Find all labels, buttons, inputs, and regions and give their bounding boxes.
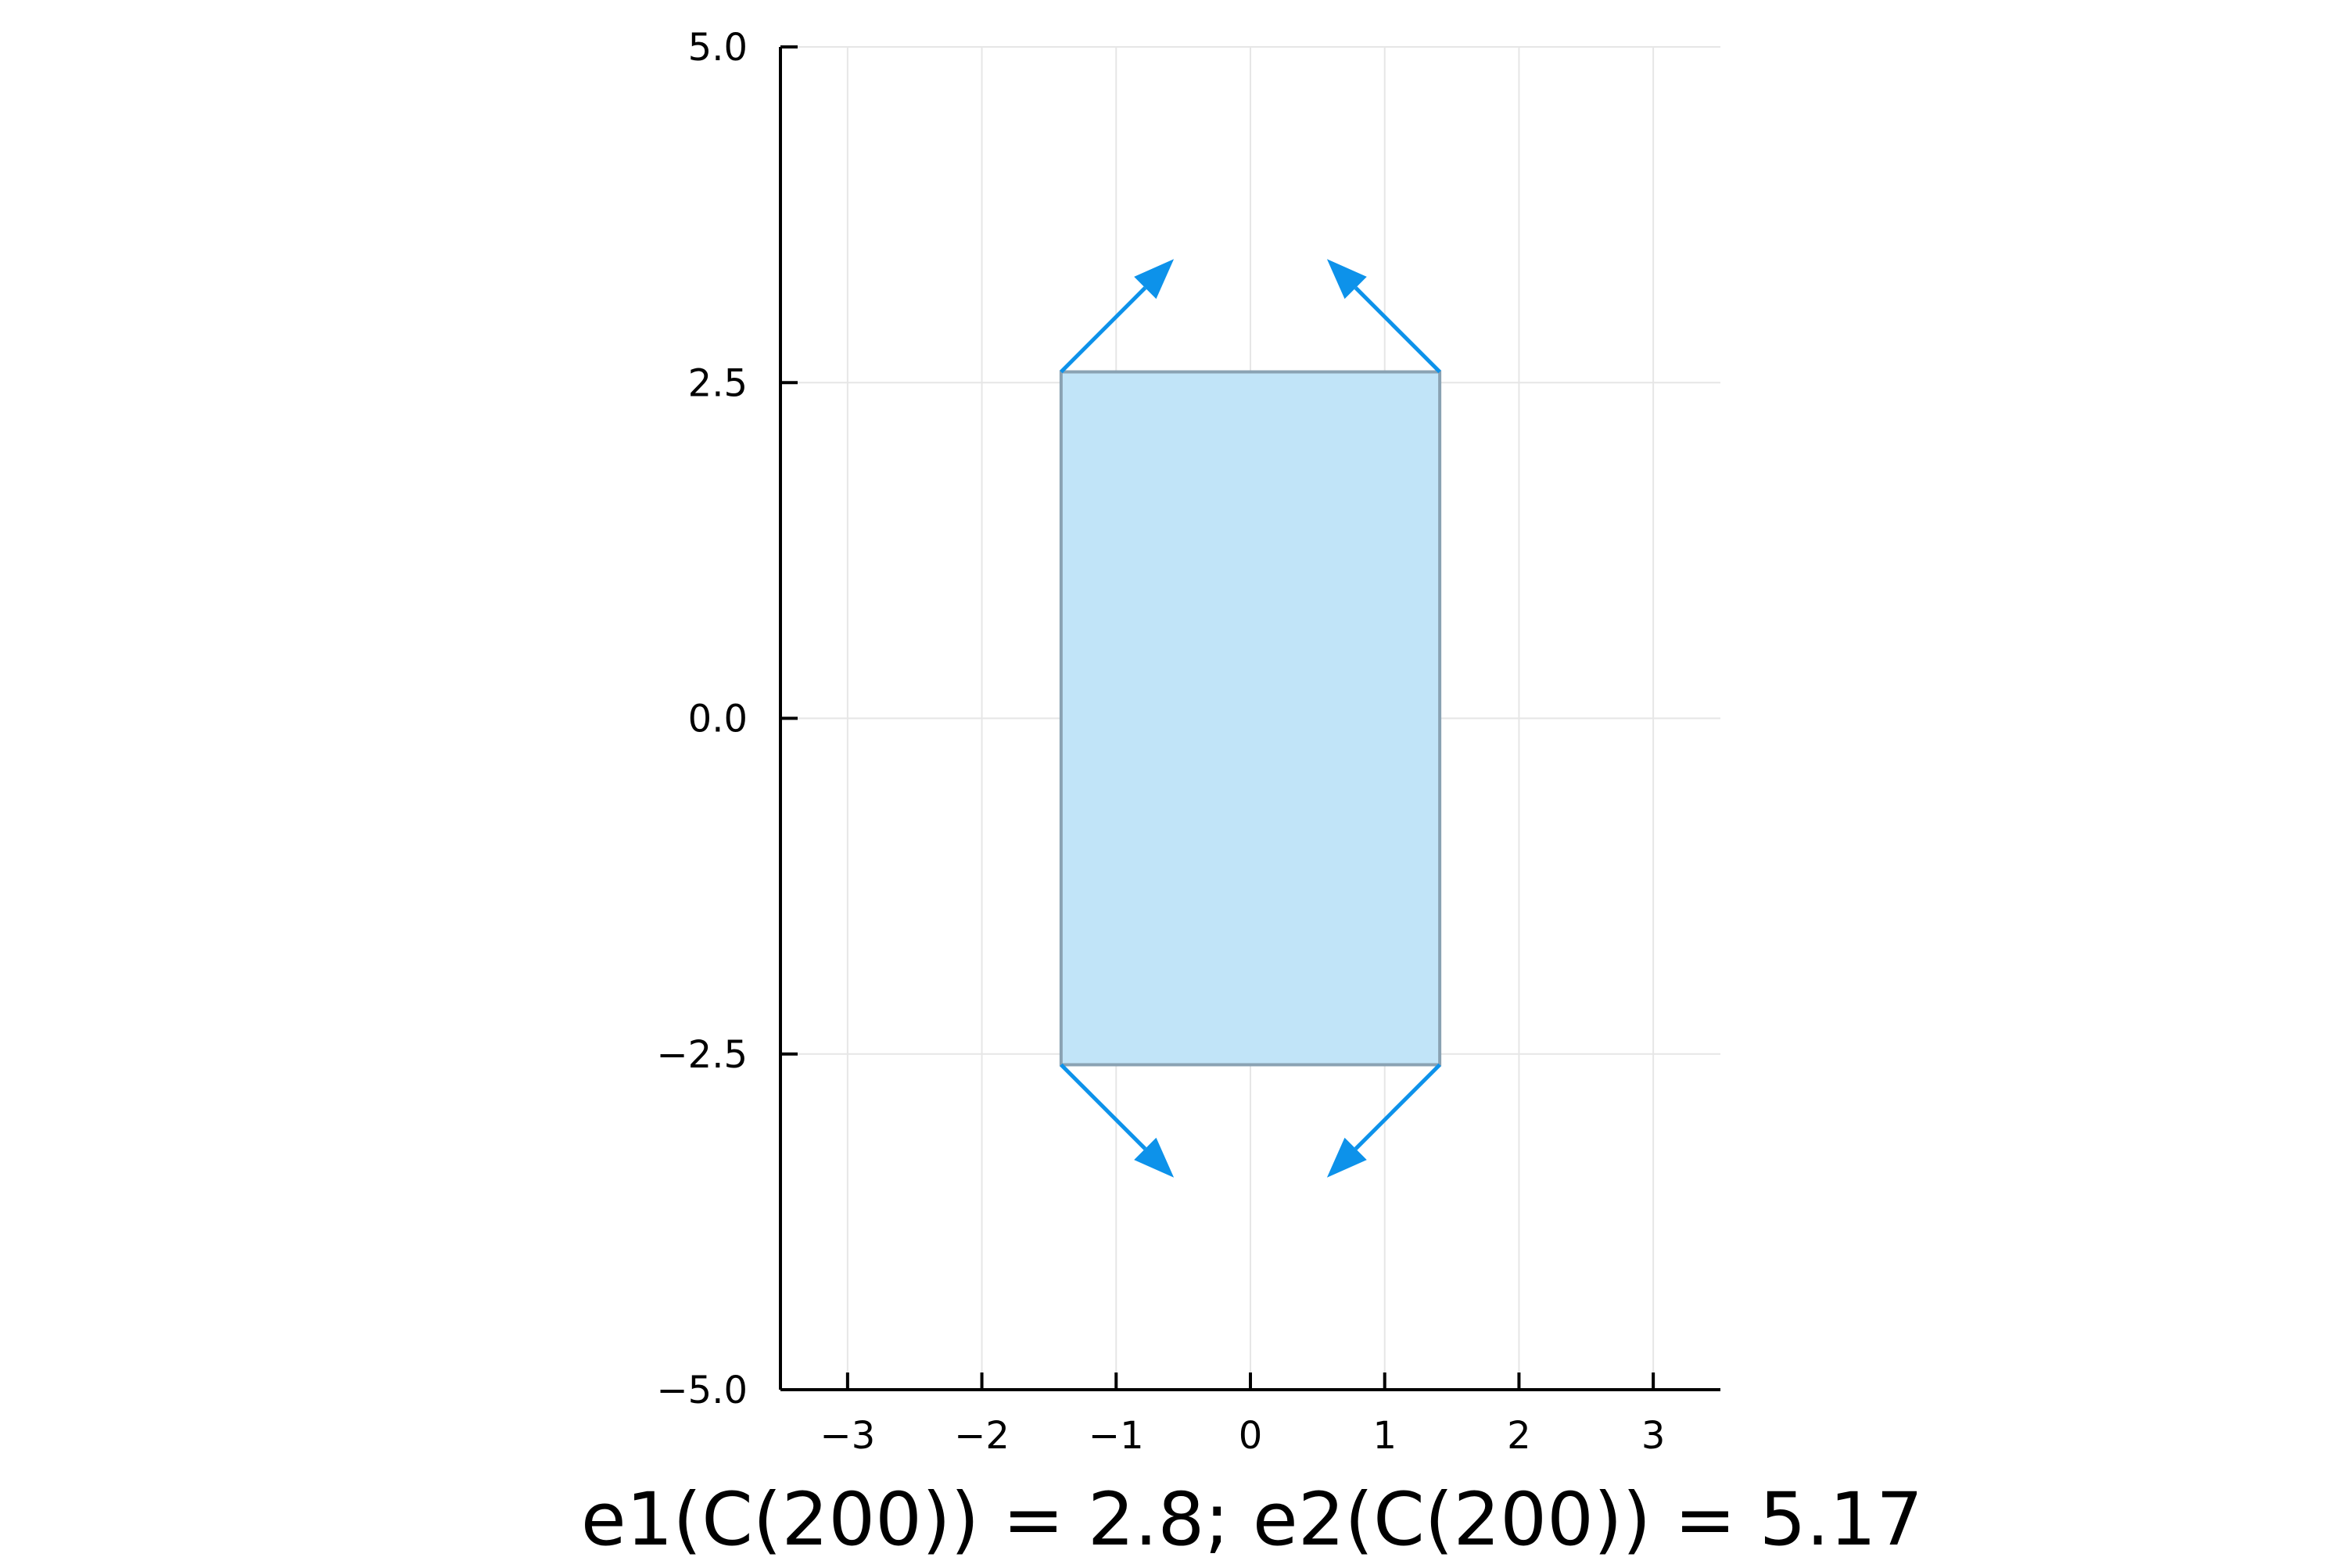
axes <box>779 45 1720 1391</box>
data-layer <box>1059 259 1442 1178</box>
x-tick-label: 2 <box>1507 1414 1531 1458</box>
chart-caption: e1(C(200)) = 2.8; e2(C(200)) = 5.17 <box>581 1477 1923 1563</box>
y-tick-label: 0.0 <box>688 698 748 741</box>
arrow-head <box>1134 259 1175 300</box>
arrow-shaft <box>1354 286 1441 374</box>
x-tick-label: 3 <box>1641 1414 1666 1458</box>
x-tick-label: −3 <box>820 1414 875 1458</box>
arrow-shaft <box>1060 286 1147 374</box>
tick-labels: −3 −2 −1 0 1 2 3 −5.0 −2.5 0.0 2.5 5.0 <box>656 26 1665 1458</box>
y-tick-label: −2.5 <box>656 1033 748 1077</box>
filled-rectangle <box>1059 370 1442 1067</box>
x-tick-label: −2 <box>954 1414 1010 1458</box>
y-tick-label: −5.0 <box>656 1369 748 1412</box>
arrow-head <box>1326 259 1367 300</box>
arrow-head <box>1326 1137 1367 1178</box>
x-tick-label: 1 <box>1372 1414 1397 1458</box>
x-tick-label: −1 <box>1089 1414 1144 1458</box>
arrow-shaft <box>1354 1063 1441 1150</box>
x-tick-label: 0 <box>1239 1414 1263 1458</box>
arrow-head <box>1134 1137 1175 1178</box>
y-tick-label: 5.0 <box>688 26 748 70</box>
arrow-shaft <box>1060 1063 1147 1150</box>
y-tick-label: 2.5 <box>688 361 748 405</box>
